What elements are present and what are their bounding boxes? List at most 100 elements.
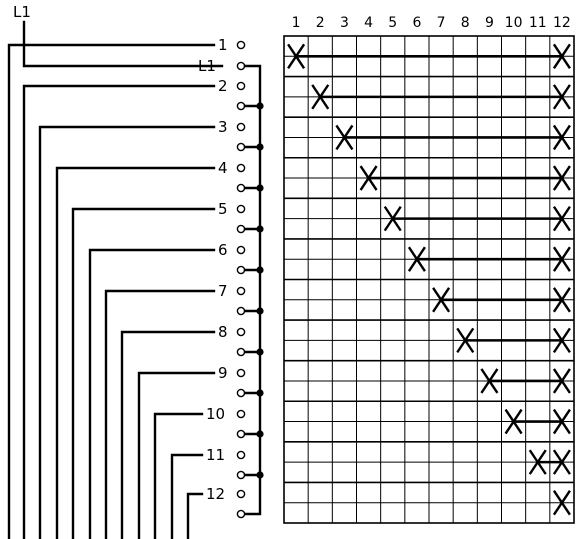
contact-closed-mark xyxy=(480,368,499,394)
common-bus xyxy=(243,64,262,516)
position-label: 10 xyxy=(206,405,225,423)
output-wire xyxy=(7,43,216,539)
contact-closed-mark xyxy=(528,449,547,475)
junction-dot xyxy=(256,102,264,110)
output-wire xyxy=(71,207,216,539)
bus-terminal xyxy=(236,347,246,357)
position-label: 1 xyxy=(218,36,228,54)
contact-closed-mark xyxy=(552,368,571,394)
contact-closed-mark xyxy=(552,408,571,435)
bus-terminal xyxy=(236,224,246,234)
junction-dot xyxy=(256,266,264,274)
output-wire xyxy=(120,330,216,539)
wiring-schematic xyxy=(7,20,264,539)
bus-terminal xyxy=(236,429,246,439)
output-terminal xyxy=(236,489,246,499)
bus-terminal xyxy=(236,509,246,519)
contact-closed-mark xyxy=(432,287,451,313)
column-label: 12 xyxy=(553,15,571,31)
position-label: 3 xyxy=(218,118,228,136)
junction-dot xyxy=(256,143,264,151)
output-terminal xyxy=(236,163,246,173)
junction-dot xyxy=(256,389,264,397)
output-wire xyxy=(22,84,216,539)
output-wire xyxy=(170,453,204,539)
contact-closed-mark xyxy=(552,287,571,313)
input-label: L1 xyxy=(13,3,31,21)
output-terminal xyxy=(236,327,246,337)
input-wire xyxy=(22,20,224,68)
output-wire xyxy=(137,371,216,539)
contact-closed-mark xyxy=(504,408,523,435)
output-terminal xyxy=(236,368,246,378)
output-wire xyxy=(186,492,204,539)
bus-terminal xyxy=(236,265,246,275)
output-terminal xyxy=(236,450,246,460)
position-label: 9 xyxy=(218,364,228,382)
junction-dot xyxy=(256,225,264,233)
column-label: 9 xyxy=(485,15,494,31)
common-terminal-label: L1 xyxy=(198,57,216,75)
contact-closed-mark xyxy=(552,84,571,110)
contact-closed-mark xyxy=(552,165,571,191)
contact-closed-mark xyxy=(552,205,571,232)
contact-closed-mark xyxy=(552,449,571,475)
bus-terminal xyxy=(236,306,246,316)
bus-terminal xyxy=(236,388,246,398)
output-wire xyxy=(88,248,216,539)
position-label: 4 xyxy=(218,159,228,177)
column-label: 2 xyxy=(316,15,325,31)
bus-terminal xyxy=(236,183,246,193)
column-label: 7 xyxy=(437,15,446,31)
junction-dot xyxy=(256,307,264,315)
contact-closed-mark xyxy=(552,327,571,354)
output-wire xyxy=(55,166,216,539)
output-wire xyxy=(153,412,204,539)
column-label: 6 xyxy=(412,15,421,31)
bus-terminal xyxy=(236,142,246,152)
column-label: 10 xyxy=(505,15,523,31)
column-label: 1 xyxy=(292,15,301,31)
contact-closed-mark xyxy=(552,124,571,151)
junction-dot xyxy=(256,471,264,479)
bus-terminal xyxy=(236,101,246,111)
output-wire xyxy=(104,289,216,539)
output-terminal xyxy=(236,286,246,296)
junction-dot xyxy=(256,430,264,438)
bus-terminal xyxy=(236,470,246,480)
contact-table: 1 2 3 4 5 6 7 8 9 10 11 12 xyxy=(283,15,575,524)
table-border xyxy=(283,35,575,524)
contact-closed-mark xyxy=(359,165,378,191)
column-label: 5 xyxy=(388,15,397,31)
position-label: 11 xyxy=(206,446,225,464)
contact-closed-mark xyxy=(552,490,571,516)
contact-closed-mark xyxy=(287,43,306,69)
common-terminal xyxy=(236,61,246,71)
position-label: 12 xyxy=(206,485,225,503)
output-terminal xyxy=(236,204,246,214)
output-terminal xyxy=(236,409,246,419)
contact-closed-mark xyxy=(552,43,571,69)
contact-closed-mark xyxy=(552,246,571,272)
output-terminal xyxy=(236,40,246,50)
position-label: 6 xyxy=(218,241,228,259)
junction-dot xyxy=(256,184,264,192)
contact-closed-mark xyxy=(383,205,402,232)
junction-dot xyxy=(256,348,264,356)
column-label: 8 xyxy=(461,15,470,31)
column-label: 4 xyxy=(364,15,373,31)
position-label: 2 xyxy=(218,77,228,95)
position-label: 8 xyxy=(218,323,228,341)
output-terminal xyxy=(236,245,246,255)
contact-closed-mark xyxy=(335,124,354,151)
position-label: 7 xyxy=(218,282,228,300)
output-terminal xyxy=(236,122,246,132)
column-label: 3 xyxy=(340,15,349,31)
contact-closed-mark xyxy=(456,327,475,354)
column-label: 11 xyxy=(529,15,547,31)
contact-closed-mark xyxy=(407,246,426,272)
output-terminal xyxy=(236,81,246,91)
contact-closed-mark xyxy=(311,84,330,110)
